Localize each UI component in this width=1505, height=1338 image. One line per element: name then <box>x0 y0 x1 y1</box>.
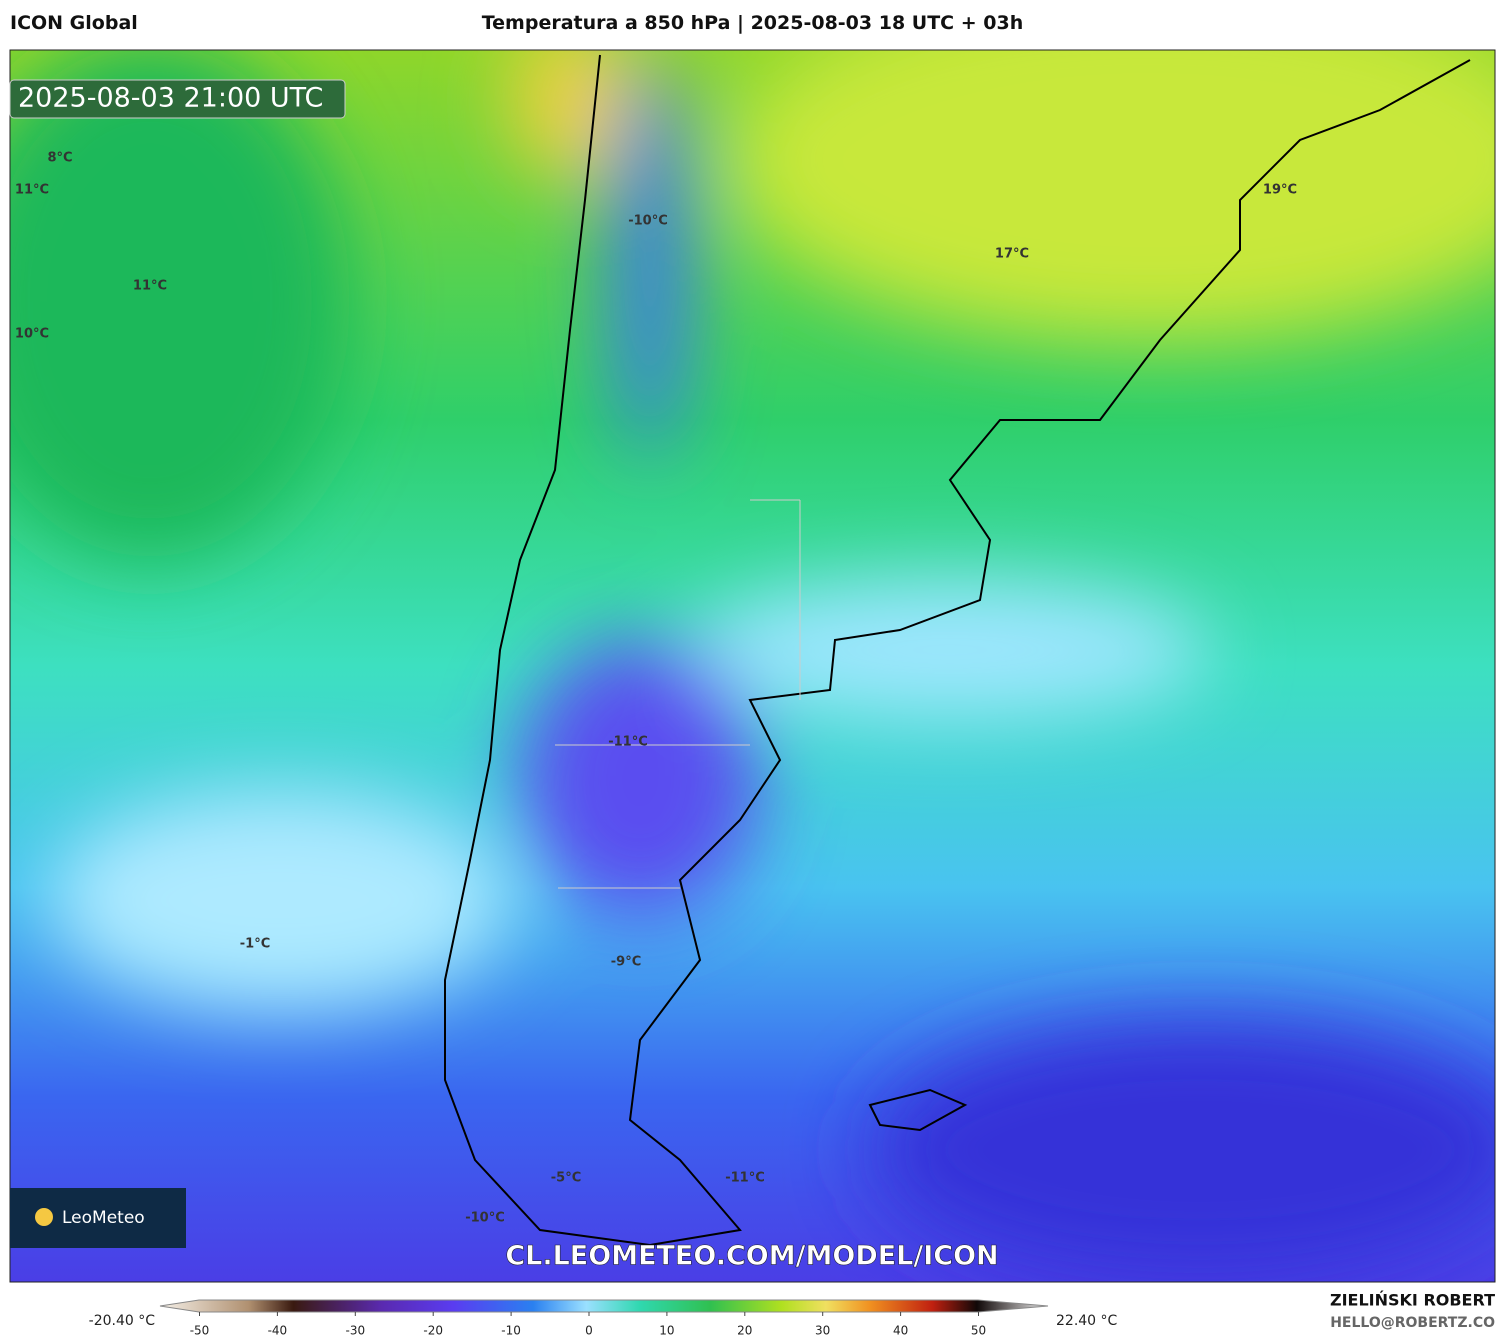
timestamp: 2025-08-03 21:00 UTC <box>18 83 323 114</box>
isotherm-label: 8°C <box>47 151 72 166</box>
colorbar-tick-label: -40 <box>268 1324 288 1338</box>
isotherm-label: 10°C <box>15 327 49 342</box>
colorbar-tick-label: -20 <box>423 1324 443 1338</box>
isotherm-label: -1°C <box>240 937 270 952</box>
isotherm-label: -5°C <box>551 1171 581 1186</box>
colorbar-tick-label: -10 <box>501 1324 521 1338</box>
isotherm-label: -11°C <box>608 735 648 750</box>
watermark: CL.LEOMETEO.COM/MODEL/ICON <box>505 1241 998 1272</box>
borders <box>555 499 801 889</box>
isotherm-label: -9°C <box>611 955 641 970</box>
temperature-field <box>10 50 1495 1282</box>
timestamp-box <box>9 79 346 119</box>
colorbar-max: 22.40 °C <box>1056 1313 1118 1329</box>
isotherm-label: -10°C <box>628 214 668 229</box>
colorbar <box>159 1299 1049 1313</box>
colorbar-tick-label: -30 <box>345 1324 365 1338</box>
falkland-islands <box>868 1088 968 1132</box>
isotherm-label: 11°C <box>133 279 167 294</box>
colorbar-tick-label: 0 <box>585 1324 593 1338</box>
logo-sun <box>35 1208 53 1226</box>
logo: LeoMeteo <box>62 1208 145 1228</box>
isotherm-label: 17°C <box>995 247 1029 262</box>
map-frame <box>9 49 1496 1283</box>
colorbar-tick-label: 50 <box>971 1324 986 1338</box>
isotherm-label: 11°C <box>15 183 49 198</box>
colorbar-tick-label: 30 <box>815 1324 830 1338</box>
colorbar-min: -20.40 °C <box>89 1313 156 1329</box>
colorbar-tick-label: 40 <box>893 1324 908 1338</box>
colorbar-tick-label: -50 <box>190 1324 210 1338</box>
colorbar-tick-label: 10 <box>659 1324 674 1338</box>
author: ZIELIŃSKI ROBERT <box>1330 1291 1495 1310</box>
coastline <box>444 54 1471 1247</box>
isotherm-label: -10°C <box>465 1211 505 1226</box>
isotherm-label: 19°C <box>1263 183 1297 198</box>
map-title: Temperatura a 850 hPa | 2025-08-03 18 UT… <box>481 12 1024 34</box>
model-name: ICON Global <box>10 12 138 34</box>
colorbar-tick-label: 20 <box>737 1324 752 1338</box>
contact: HELLO@ROBERTZ.CO <box>1330 1315 1495 1331</box>
isotherm-label: -11°C <box>725 1171 765 1186</box>
